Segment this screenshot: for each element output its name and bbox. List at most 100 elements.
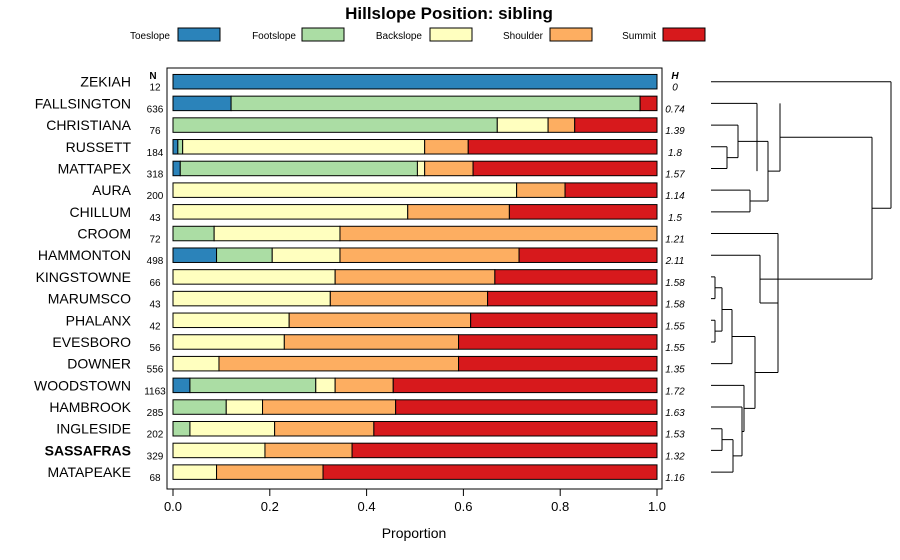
- legend: Toeslope Footslope Backslope Shoulder Summit: [130, 27, 706, 42]
- bar-fallsington-toeslope: [172, 95, 232, 112]
- h-value-sassafras: 1.32: [665, 451, 685, 462]
- x-tick-label-0-2: 0.2: [261, 499, 279, 514]
- series-label-phalanx: PHALANX: [66, 312, 132, 328]
- n-value-kingstowne: 66: [149, 278, 161, 289]
- h-value-hammonton: 2.11: [665, 256, 685, 267]
- n-value-zekiah: 12: [149, 83, 161, 94]
- n-value-downer: 556: [147, 365, 164, 376]
- plot-panel: [166, 67, 663, 490]
- bar-kingstowne-shoulder: [334, 269, 496, 285]
- bar-aura-summit: [564, 182, 658, 198]
- legend-label-backslope: Backslope: [376, 31, 423, 42]
- bar-croom-backslope: [213, 225, 341, 242]
- n-value-woodstown: 1163: [144, 386, 166, 397]
- series-label-russett: RUSSETT: [66, 139, 132, 155]
- bar-russett-footslope: [177, 139, 184, 155]
- series-label-croom: CROOM: [77, 226, 131, 242]
- series-label-mattapex: MATTAPEX: [58, 160, 132, 176]
- bar-phalanx-backslope: [172, 312, 290, 329]
- bar-matapeake-backslope: [172, 464, 218, 480]
- dendrogram: [711, 81, 892, 473]
- bar-hambrook-shoulder: [262, 399, 397, 415]
- series-label-woodstown: WOODSTOWN: [34, 377, 131, 393]
- bar-woodstown-shoulder: [334, 377, 394, 394]
- bar-mattapex-summit: [472, 160, 658, 177]
- bar-rows: ZEKIAH 12 0 FALLSINGTON 636 0.74 CHRISTIANA 76 1…: [34, 74, 685, 484]
- series-label-kingstowne: KINGSTOWNE: [36, 269, 131, 285]
- bar-fallsington-summit: [639, 95, 658, 112]
- bar-hambrook-summit: [395, 399, 658, 415]
- bar-marumsco-backslope: [172, 290, 331, 307]
- h-value-chillum: 1.5: [668, 213, 682, 224]
- bar-evesboro-backslope: [172, 334, 285, 350]
- bar-russett-shoulder: [424, 139, 469, 155]
- bar-ingleside-footslope: [172, 420, 191, 437]
- h-value-woodstown: 1.72: [665, 386, 685, 397]
- h-value-marumsco: 1.58: [665, 300, 685, 311]
- legend-label-shoulder: Shoulder: [503, 31, 544, 42]
- n-value-mattapex: 318: [147, 169, 164, 180]
- x-tick-label-0-8: 0.8: [551, 499, 569, 514]
- h-value-ingleside: 1.53: [665, 430, 685, 441]
- bar-mattapex-footslope: [179, 160, 418, 177]
- bar-fallsington-footslope: [230, 95, 641, 112]
- x-axis: 0.0 0.2 0.4 0.6 0.8 1.0: [164, 489, 666, 514]
- bar-christiana-summit: [574, 117, 658, 133]
- legend-swatch-toeslope: [177, 27, 221, 42]
- bar-downer-shoulder: [218, 355, 460, 372]
- bar-sassafras-shoulder: [264, 442, 353, 459]
- h-value-evesboro: 1.55: [665, 343, 685, 354]
- x-tick-label-1-0: 1.0: [648, 499, 666, 514]
- bar-kingstowne-summit: [494, 269, 658, 285]
- bar-woodstown-backslope: [315, 377, 336, 394]
- series-label-aura: AURA: [92, 182, 132, 198]
- series-label-sassafras: SASSAFRAS: [45, 442, 131, 458]
- bar-woodstown-footslope: [189, 377, 317, 394]
- n-value-evesboro: 56: [149, 343, 161, 354]
- series-label-evesboro: EVESBORO: [52, 334, 131, 350]
- series-label-christiana: CHRISTIANA: [46, 117, 131, 133]
- legend-label-footslope: Footslope: [252, 31, 296, 42]
- h-value-phalanx: 1.55: [665, 321, 685, 332]
- series-label-marumsco: MARUMSCO: [48, 291, 131, 307]
- bar-hambrook-footslope: [172, 399, 227, 415]
- bar-matapeake-summit: [322, 464, 658, 480]
- series-label-chillum: CHILLUM: [70, 204, 131, 220]
- series-label-zekiah: ZEKIAH: [80, 74, 131, 90]
- n-value-aura: 200: [147, 191, 164, 202]
- series-label-hammonton: HAMMONTON: [38, 247, 131, 263]
- legend-swatch-footslope: [301, 27, 345, 42]
- bar-woodstown-summit: [392, 377, 658, 394]
- bar-chillum-backslope: [172, 204, 409, 220]
- bar-croom-shoulder: [339, 225, 658, 242]
- bar-russett-toeslope: [172, 139, 179, 155]
- chart-title: Hillslope Position: sibling: [345, 4, 553, 23]
- legend-swatch-shoulder: [549, 27, 593, 42]
- bar-chillum-shoulder: [407, 204, 510, 220]
- x-axis-title: Proportion: [382, 525, 447, 541]
- h-value-russett: 1.8: [668, 148, 682, 159]
- bar-christiana-shoulder: [547, 117, 576, 133]
- bar-ingleside-summit: [373, 420, 658, 437]
- bar-aura-backslope: [172, 182, 518, 198]
- h-value-aura: 1.14: [665, 191, 685, 202]
- h-value-kingstowne: 1.58: [665, 278, 685, 289]
- bar-phalanx-summit: [470, 312, 658, 329]
- x-tick-label-0-0: 0.0: [164, 499, 182, 514]
- series-label-downer: DOWNER: [67, 356, 131, 372]
- bar-hammonton-toeslope: [172, 247, 218, 263]
- bar-hammonton-summit: [518, 247, 658, 263]
- h-value-fallsington: 0.74: [665, 104, 685, 115]
- bar-hammonton-backslope: [271, 247, 341, 263]
- bar-croom-footslope: [172, 225, 215, 242]
- bar-russett-backslope: [182, 139, 426, 155]
- bar-sassafras-summit: [351, 442, 658, 459]
- bar-christiana-backslope: [496, 117, 549, 133]
- bar-downer-backslope: [172, 355, 220, 372]
- legend-label-summit: Summit: [622, 31, 656, 42]
- bar-hambrook-backslope: [225, 399, 264, 415]
- bar-mattapex-backslope: [416, 160, 426, 177]
- bar-woodstown-toeslope: [172, 377, 191, 394]
- bar-christiana-footslope: [172, 117, 498, 133]
